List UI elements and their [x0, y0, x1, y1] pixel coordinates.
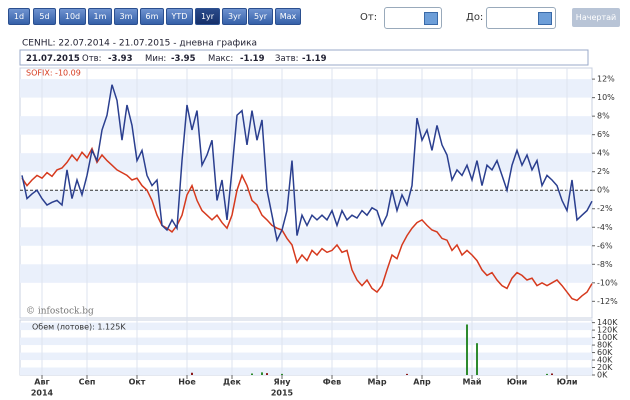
info-line: 21.07.2015 Отв: -3.93 Мин: -3.95 Макс: -1.1… [26, 54, 327, 64]
grid-band [20, 227, 592, 246]
range-button[interactable]: 6m [140, 8, 164, 25]
from-label: От: [360, 12, 378, 23]
info-value: -1.19 [240, 54, 265, 64]
volume-bar [406, 373, 408, 375]
y-tick-label: 100K [597, 333, 618, 342]
grid-band [20, 367, 592, 375]
grid-band [20, 190, 592, 209]
volume-bar [261, 372, 263, 375]
chart-title: CENHL: 22.07.2014 - 21.07.2015 - дневна … [22, 39, 257, 49]
volume-bar [546, 373, 548, 375]
x-tick-label: Мар [367, 378, 386, 387]
y-tick-label: -10% [597, 278, 618, 287]
y-tick-label: 4% [597, 149, 610, 158]
to-input[interactable] [486, 7, 556, 29]
grid-band [20, 352, 592, 361]
info-value: -3.93 [108, 54, 133, 64]
grid-band [20, 337, 592, 346]
y-tick-label: -8% [597, 260, 613, 269]
range-button[interactable]: 3m [114, 8, 138, 25]
y-tick-label: 12% [597, 75, 615, 84]
x-tick-label: Юли [557, 378, 578, 387]
calendar-icon[interactable] [538, 12, 552, 25]
year-label: 2014 [31, 389, 54, 398]
volume-bar [466, 324, 468, 375]
range-button[interactable]: YTD [166, 8, 193, 25]
grid-band [20, 153, 592, 172]
volume-bar [476, 343, 478, 375]
range-button[interactable]: 10d [59, 8, 86, 25]
y-tick-label: 8% [597, 112, 610, 121]
info-label: Отв: [82, 54, 102, 64]
info-date: 21.07.2015 [26, 54, 80, 64]
y-tick-label: 0K [597, 371, 608, 380]
x-tick-label: Авг [34, 378, 49, 387]
range-button[interactable]: 3yr [222, 8, 247, 25]
grid-band [20, 116, 592, 135]
y-tick-label: 120K [597, 326, 618, 335]
info-box [19, 49, 589, 66]
x-tick-label: Апр [413, 378, 431, 387]
range-button[interactable]: 1m [88, 8, 112, 25]
to-label: До: [466, 12, 484, 23]
y-tick-label: -2% [597, 204, 613, 213]
range-button[interactable]: 5yr [248, 8, 273, 25]
y-tick-label: 10% [597, 93, 615, 102]
from-input[interactable] [384, 7, 442, 29]
volume-bar [251, 373, 253, 375]
grid-band [20, 264, 592, 283]
x-tick-label: Ное [178, 378, 196, 387]
year-label: 2015 [271, 389, 294, 398]
y-tick-label: 60K [597, 348, 613, 357]
annotation: SOFIX: -10.09 [26, 69, 81, 78]
y-tick-label: 40K [597, 356, 613, 365]
y-tick-label: -12% [597, 297, 618, 306]
x-tick-label: Май [463, 378, 482, 387]
series-line [21, 84, 593, 243]
range-button[interactable]: Max [275, 8, 301, 25]
range-button[interactable]: 5d [33, 8, 56, 25]
volume-bar [266, 373, 268, 375]
volume-bar [191, 372, 193, 375]
x-tick-label: Юни [507, 378, 528, 387]
info-value: -3.95 [171, 54, 196, 64]
draw-button[interactable]: Начертай [572, 8, 620, 27]
y-tick-label: 2% [597, 167, 610, 176]
y-tick-label: 20K [597, 363, 613, 372]
x-tick-label: Фев [323, 378, 341, 387]
grid-band [20, 79, 592, 98]
volume-label: Обем (лотове): 1.125K [32, 323, 126, 332]
info-label: Макс: [208, 54, 233, 64]
grid-band [20, 322, 592, 331]
info-value: -1.19 [302, 54, 327, 64]
x-tick-label: Яну [274, 378, 292, 387]
volume-bar [281, 373, 283, 375]
series-line [21, 146, 593, 302]
range-button[interactable]: 1d [8, 8, 30, 25]
x-tick-label: Дек [223, 378, 242, 387]
y-tick-label: 0% [597, 186, 610, 195]
y-tick-label: -6% [597, 241, 613, 250]
y-tick-label: 80K [597, 341, 613, 350]
y-tick-label: 140K [597, 318, 618, 327]
info-label: Мин: [145, 54, 166, 64]
x-tick-label: Сеп [79, 378, 96, 387]
info-label: Затв: [275, 54, 298, 64]
calendar-icon[interactable] [424, 12, 438, 25]
watermark: © infostock.bg [26, 307, 94, 317]
range-button[interactable]: 1yr [195, 8, 220, 25]
y-tick-label: 6% [597, 130, 610, 139]
x-tick-label: Окт [129, 378, 146, 387]
volume-bar [551, 373, 553, 375]
y-tick-label: -4% [597, 223, 613, 232]
